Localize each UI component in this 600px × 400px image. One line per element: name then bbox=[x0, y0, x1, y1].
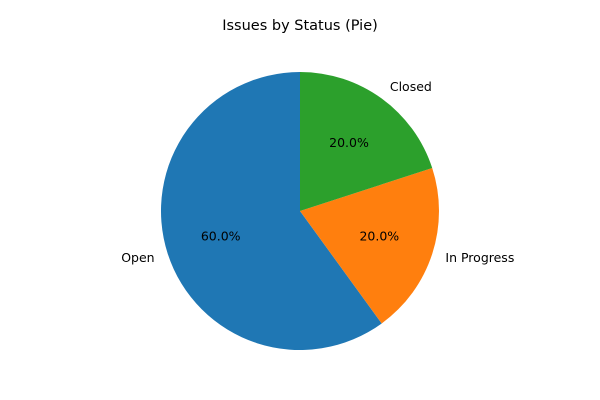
pie-slices bbox=[160, 72, 440, 350]
pie-labels: Open 60.0% In Progress 20.0% Closed 20.0% bbox=[121, 79, 514, 265]
chart-title: Issues by Status (Pie) bbox=[222, 18, 378, 34]
percent-label-open: 60.0% bbox=[201, 228, 241, 243]
slice-label-open: Open bbox=[121, 250, 154, 265]
pie-slice-in-progress bbox=[300, 168, 440, 324]
slice-label-in-progress: In Progress bbox=[445, 250, 514, 265]
slice-label-closed: Closed bbox=[390, 79, 432, 94]
percent-label-in-progress: 20.0% bbox=[359, 228, 399, 243]
pie-slice-open bbox=[160, 72, 382, 350]
pie-slice-closed bbox=[300, 72, 433, 211]
percent-label-closed: 20.0% bbox=[329, 135, 369, 150]
